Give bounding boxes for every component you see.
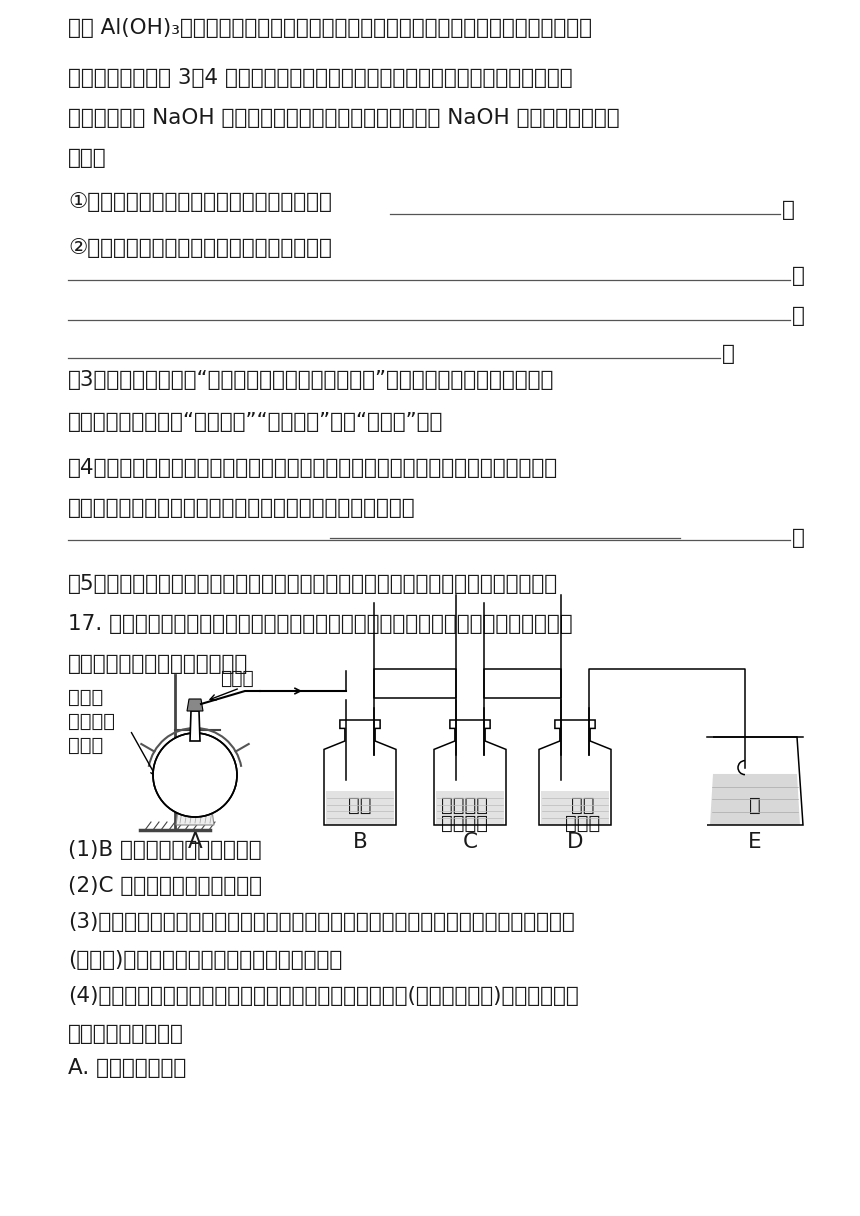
Text: 溴水: 溴水 [348, 796, 372, 815]
Polygon shape [710, 773, 800, 824]
Text: 吃都没关系。你认为对吗？: 吃都没关系。你认为对吗？ [68, 499, 415, 518]
Text: C: C [463, 832, 477, 852]
Text: 操作如下：取药剂 3～4 片研碎，向样品中加入过量的盐酸，过滤，得澄清溶液，向澄: 操作如下：取药剂 3～4 片研碎，向样品中加入过量的盐酸，过滤，得澄清溶液，向澄 [68, 68, 573, 88]
Text: 酸钾溶液: 酸钾溶液 [441, 814, 488, 833]
Text: ①、通过实验，可以证明药片的主要成分是：: ①、通过实验，可以证明药片的主要成分是： [68, 192, 332, 212]
Text: (4)通过上述实验探究可知，检验甲烷和乙烯的方法是　　(填字母，下同)；除去甲烷中: (4)通过上述实验探究可知，检验甲烷和乙烯的方法是 (填字母，下同)；除去甲烷中 [68, 986, 579, 1006]
Polygon shape [190, 711, 200, 741]
Text: ；: ； [792, 266, 805, 286]
Text: D: D [567, 832, 583, 852]
Text: （3）某药片的禁忌痂“可能发生穿孔的溃疡患者忌用”，你觉得该药的主要成分是：: （3）某药片的禁忌痂“可能发生穿孔的溃疡患者忌用”，你觉得该药的主要成分是： [68, 370, 555, 390]
Text: (3)查阅资料可知，乙烯与酸性高锄酸钒溶液反应产生二氧化碳。根据本实验中装置: (3)查阅资料可知，乙烯与酸性高锄酸钒溶液反应产生二氧化碳。根据本实验中装置 [68, 912, 574, 931]
Text: （填“碳酸氢钓”“氮氧化钓”或者“碳酸钓”）。: （填“碳酸氢钓”“氮氧化钓”或者“碳酸钓”）。 [68, 412, 444, 432]
Text: 清溶液中滴加 NaOH 溶液，观察到有白色沉淠，继续加过量 NaOH 溶液，白色沉淠又: 清溶液中滴加 NaOH 溶液，观察到有白色沉淠，继续加过量 NaOH 溶液，白色… [68, 108, 619, 128]
Text: (填序号)中的实验现象可判断该资料是否真实。: (填序号)中的实验现象可判断该资料是否真实。 [68, 950, 342, 970]
Text: （5）人体摄入的蛋白质，在酶的催化作用下发生水解的最终产物是　　　　　　　。: （5）人体摄入的蛋白质，在酶的催化作用下发生水解的最终产物是 。 [68, 574, 558, 593]
Text: 碎瓷片: 碎瓷片 [220, 669, 254, 688]
Text: (1)B 装置中的现象是：　　。: (1)B 装置中的现象是： 。 [68, 840, 261, 860]
Text: (2)C 装置中的现象是：　　。: (2)C 装置中的现象是： 。 [68, 876, 262, 896]
Text: 。: 。 [722, 344, 735, 364]
Text: 17. 烯是一种重要的化工原料，某同学设计实验探究工业制备乙烯的原理和乙烯的主要: 17. 烯是一种重要的化工原料，某同学设计实验探究工业制备乙烯的原理和乙烯的主要 [68, 614, 573, 634]
Polygon shape [176, 803, 214, 824]
Text: 还是 Al(OH)₃？（药片中除了主要成分还有淠粉，淠粉在抗酸药中作填充剂、粘合剂）: 还是 Al(OH)₃？（药片中除了主要成分还有淠粉，淠粉在抗酸药中作填充剂、粘合… [68, 18, 592, 38]
Polygon shape [326, 790, 394, 824]
Text: ②、实验过程中，有关的化学反应方程式有：: ②、实验过程中，有关的化学反应方程式有： [68, 238, 332, 258]
Polygon shape [187, 699, 203, 711]
Text: A: A [187, 832, 202, 852]
Text: 浸透了: 浸透了 [68, 688, 103, 706]
Polygon shape [541, 790, 609, 824]
Text: 的石棉: 的石棉 [68, 736, 103, 755]
Text: A. 将气体通入水中: A. 将气体通入水中 [68, 1058, 187, 1079]
Text: 。: 。 [792, 528, 805, 548]
Text: （4）有人说，西药是人工合成药，有毒，不能随便吃；中药是天然的，无毒，多吃少: （4）有人说，西药是人工合成药，有毒，不能随便吃；中药是天然的，无毒，多吃少 [68, 458, 558, 478]
Text: E: E [748, 832, 762, 852]
Text: B: B [353, 832, 367, 852]
Text: 澄清: 澄清 [571, 796, 595, 815]
Text: 酸性高锰: 酸性高锰 [441, 796, 488, 815]
Polygon shape [153, 733, 237, 787]
Circle shape [153, 733, 237, 817]
Text: 水: 水 [749, 796, 761, 815]
Text: 化学性质，实验装置如图所示。: 化学性质，实验装置如图所示。 [68, 654, 249, 674]
Polygon shape [436, 790, 504, 824]
Text: 石灰水: 石灰水 [565, 814, 600, 833]
Text: 石蜡油、: 石蜡油、 [68, 713, 115, 731]
Text: ；: ； [792, 306, 805, 326]
Text: 溶解。: 溶解。 [68, 148, 107, 168]
Text: 。: 。 [782, 199, 795, 220]
Text: 乙烯的方法是　　。: 乙烯的方法是 。 [68, 1024, 184, 1045]
